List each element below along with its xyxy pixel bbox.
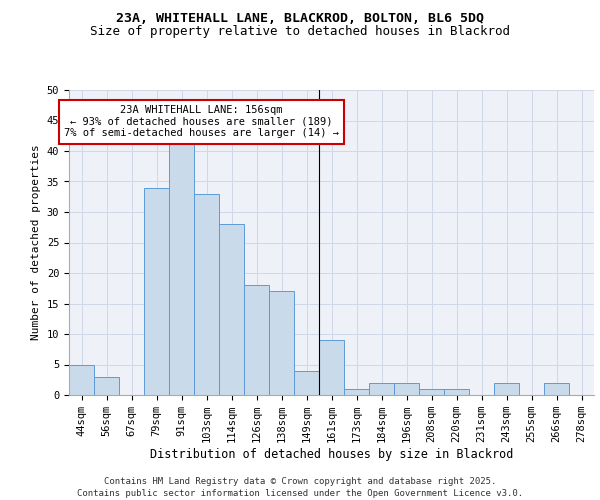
Bar — [294, 370, 319, 395]
Bar — [219, 224, 244, 395]
Bar — [69, 364, 94, 395]
Bar — [344, 389, 369, 395]
Bar — [144, 188, 169, 395]
Bar — [269, 292, 294, 395]
Y-axis label: Number of detached properties: Number of detached properties — [31, 144, 41, 340]
X-axis label: Distribution of detached houses by size in Blackrod: Distribution of detached houses by size … — [150, 448, 513, 461]
Bar — [544, 383, 569, 395]
Bar — [94, 376, 119, 395]
Bar — [169, 139, 194, 395]
Bar — [319, 340, 344, 395]
Text: 23A WHITEHALL LANE: 156sqm
← 93% of detached houses are smaller (189)
7% of semi: 23A WHITEHALL LANE: 156sqm ← 93% of deta… — [64, 106, 339, 138]
Text: Contains HM Land Registry data © Crown copyright and database right 2025.
Contai: Contains HM Land Registry data © Crown c… — [77, 476, 523, 498]
Bar — [419, 389, 444, 395]
Bar — [494, 383, 519, 395]
Bar — [194, 194, 219, 395]
Text: Size of property relative to detached houses in Blackrod: Size of property relative to detached ho… — [90, 25, 510, 38]
Bar — [244, 285, 269, 395]
Bar — [394, 383, 419, 395]
Text: 23A, WHITEHALL LANE, BLACKROD, BOLTON, BL6 5DQ: 23A, WHITEHALL LANE, BLACKROD, BOLTON, B… — [116, 12, 484, 26]
Bar — [444, 389, 469, 395]
Bar — [369, 383, 394, 395]
